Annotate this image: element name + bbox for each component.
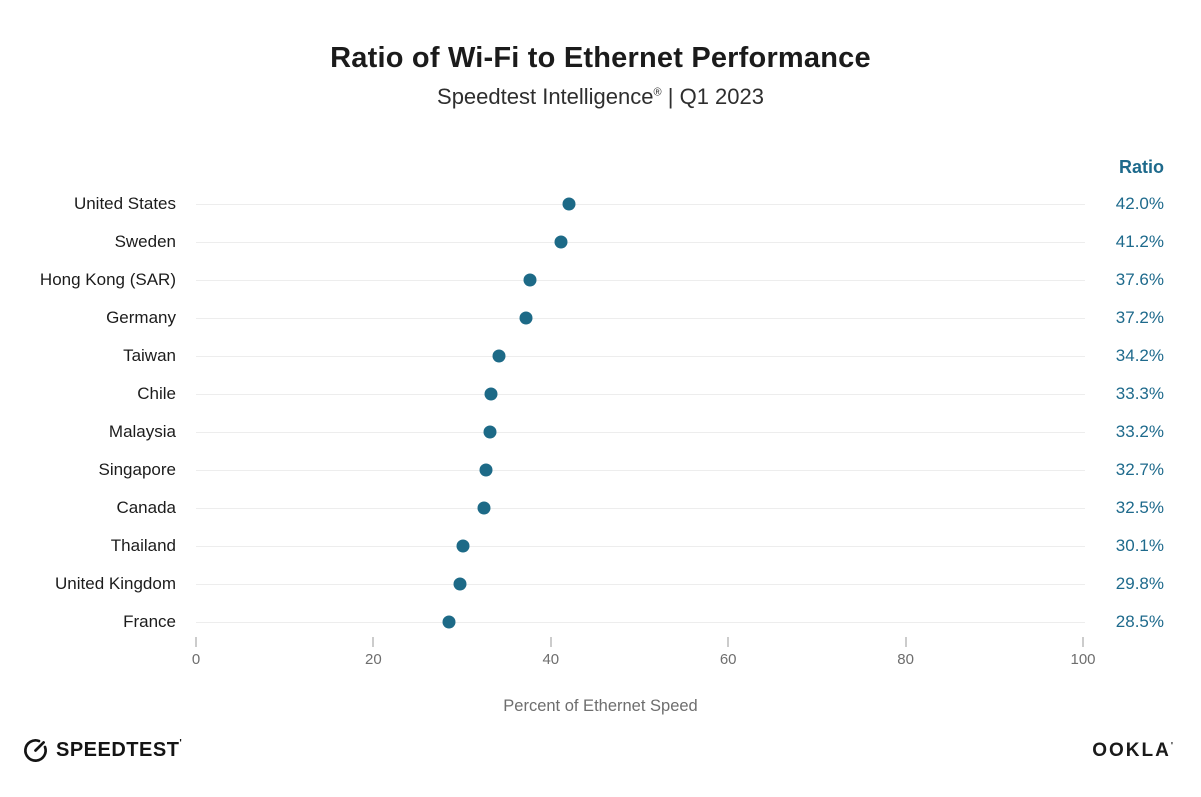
data-point-dot — [562, 197, 576, 211]
data-point-dot — [554, 235, 568, 249]
x-tick-label: 60 — [719, 651, 737, 668]
gridline — [196, 507, 1085, 509]
x-tick-mark — [549, 637, 552, 647]
gridline — [196, 241, 1085, 243]
gridline — [196, 431, 1085, 433]
chart-row: Hong Kong (SAR) 37.6% — [0, 261, 1201, 299]
gridline — [196, 317, 1085, 319]
gridline — [196, 545, 1085, 547]
country-label: Canada — [116, 498, 176, 517]
x-tick: 100 — [1053, 637, 1113, 668]
gridline — [196, 583, 1085, 585]
x-tick-label: 40 — [542, 651, 560, 668]
gridline — [196, 469, 1085, 471]
chart-row: Germany 37.2% — [0, 299, 1201, 337]
ratio-value: 28.5% — [1115, 612, 1164, 631]
x-tick-mark — [195, 637, 197, 647]
country-label: Malaysia — [108, 422, 176, 441]
ookla-trademark-tick: ' — [1170, 740, 1173, 751]
ratio-value: 41.2% — [1115, 232, 1164, 251]
data-point-dot — [483, 425, 497, 439]
registered-mark-icon: ® — [653, 86, 662, 99]
data-point-dot — [456, 539, 470, 553]
ratio-value: 32.7% — [1115, 460, 1164, 479]
chart-row: Chile 33.3% — [0, 375, 1201, 413]
ratio-value: 32.5% — [1115, 498, 1164, 517]
ratio-value: 34.2% — [1115, 346, 1164, 365]
x-axis: 0 20 40 60 80 100 — [0, 637, 1201, 679]
dot-plot-rows: United States 42.0% Sweden 41.2% Hong Kong (… — [0, 185, 1201, 641]
chart-row: Malaysia 33.2% — [0, 413, 1201, 451]
chart-row: Singapore 32.7% — [0, 451, 1201, 489]
gridline — [196, 203, 1085, 205]
subtitle-separator: | — [661, 84, 680, 109]
x-tick-label: 80 — [897, 651, 914, 668]
country-label: Chile — [137, 384, 176, 403]
country-label: Singapore — [98, 460, 176, 479]
subtitle-brand: Speedtest Intelligence — [437, 84, 654, 109]
ratio-value: 33.3% — [1115, 384, 1164, 403]
ookla-wordmark: OOKLA — [1092, 740, 1171, 761]
data-point-dot — [479, 463, 493, 477]
x-tick-mark — [904, 637, 907, 647]
data-point-dot — [492, 349, 506, 363]
chart-row: United Kingdom 29.8% — [0, 565, 1201, 603]
speedtest-logo: SPEEDTEST' — [22, 737, 182, 764]
x-tick-mark — [1082, 637, 1084, 647]
data-point-dot — [523, 273, 536, 287]
chart-row: Taiwan 34.2% — [0, 337, 1201, 375]
speedtest-wordmark: SPEEDTEST' — [56, 738, 183, 762]
chart-row: Thailand 30.1% — [0, 527, 1201, 565]
country-label: Taiwan — [123, 346, 176, 365]
ratio-value: 37.6% — [1115, 270, 1164, 289]
chart-row: France 28.5% — [0, 603, 1201, 641]
ratio-value: 30.1% — [1115, 536, 1164, 555]
page-subtitle: Speedtest Intelligence® | Q1 2023 — [0, 84, 1201, 110]
gridline — [196, 621, 1085, 623]
x-tick: 0 — [166, 637, 226, 668]
data-point-dot — [477, 501, 491, 515]
data-point-dot — [519, 311, 533, 325]
speedtest-gauge-icon — [24, 739, 47, 762]
x-tick: 40 — [521, 637, 581, 668]
data-point-dot — [453, 577, 467, 591]
country-label: Thailand — [110, 536, 176, 555]
subtitle-period: Q1 2023 — [679, 84, 764, 109]
ookla-logo: OOKLA' — [1092, 740, 1173, 762]
x-tick-label: 20 — [365, 651, 382, 668]
x-tick: 80 — [876, 637, 936, 668]
chart-row: United States 42.0% — [0, 185, 1201, 223]
ratio-value: 29.8% — [1115, 574, 1164, 593]
country-label: United Kingdom — [55, 574, 176, 593]
ratio-column-header: Ratio — [1119, 157, 1164, 177]
x-tick: 60 — [698, 637, 758, 668]
page-title: Ratio of Wi-Fi to Ethernet Performance — [330, 42, 871, 74]
country-label: Sweden — [114, 232, 176, 251]
x-tick-label: 100 — [1070, 651, 1096, 668]
country-label: France — [123, 612, 176, 631]
speedtest-trademark-tick: ' — [179, 738, 183, 749]
ratio-value: 37.2% — [1115, 308, 1164, 327]
data-point-dot — [484, 387, 498, 401]
gridline — [196, 355, 1085, 357]
ratio-value: 42.0% — [1115, 194, 1164, 213]
gridline — [196, 279, 1085, 281]
gridline — [196, 393, 1085, 395]
country-label: United States — [73, 194, 176, 213]
x-axis-title: Percent of Ethernet Speed — [503, 697, 698, 715]
data-point-dot — [442, 615, 456, 629]
country-label: Hong Kong (SAR) — [39, 270, 176, 289]
ratio-value: 33.2% — [1115, 422, 1164, 441]
x-tick: 20 — [343, 637, 403, 668]
chart-row: Canada 32.5% — [0, 489, 1201, 527]
x-tick-mark — [727, 637, 730, 647]
x-tick-mark — [372, 637, 375, 647]
x-tick-label: 0 — [191, 651, 201, 668]
country-label: Germany — [106, 308, 176, 327]
chart-row: Sweden 41.2% — [0, 223, 1201, 261]
